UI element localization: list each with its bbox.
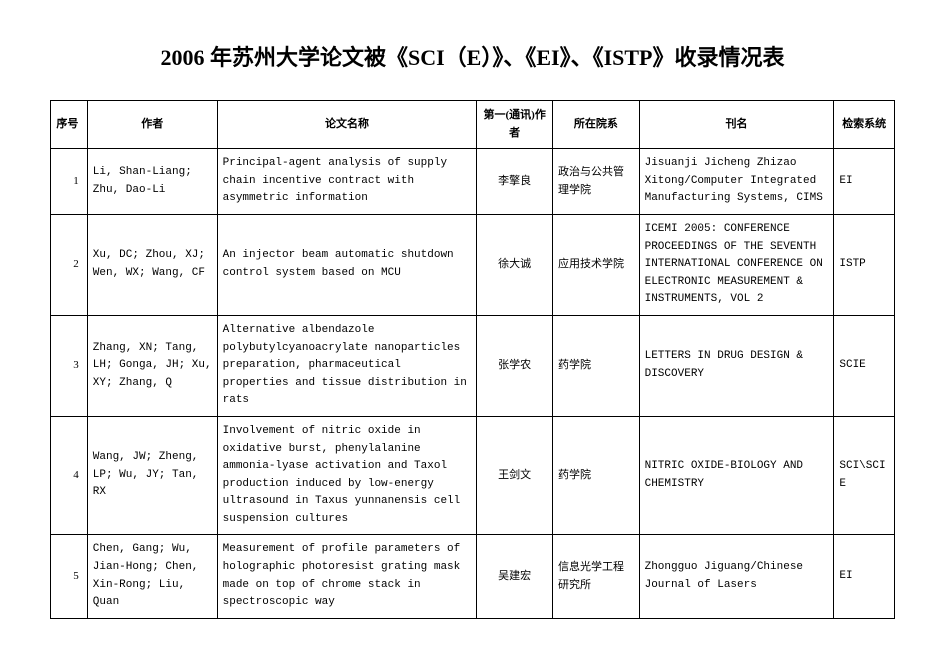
col-header-journal: 刊名 [639, 101, 834, 149]
cell-department: 药学院 [553, 315, 640, 416]
cell-authors: Li, Shan-Liang; Zhu, Dao-Li [87, 149, 217, 215]
col-header-index: 序号 [51, 101, 88, 149]
table-header-row: 序号 作者 论文名称 第一(通讯)作者 所在院系 刊名 检索系统 [51, 101, 895, 149]
cell-index: 4 [51, 416, 88, 535]
cell-first-author: 张学农 [477, 315, 553, 416]
cell-authors: Xu, DC; Zhou, XJ; Wen, WX; Wang, CF [87, 214, 217, 315]
cell-authors: Chen, Gang; Wu, Jian-Hong; Chen, Xin-Ron… [87, 535, 217, 618]
cell-department: 应用技术学院 [553, 214, 640, 315]
cell-authors: Wang, JW; Zheng, LP; Wu, JY; Tan, RX [87, 416, 217, 535]
cell-paper-title: Alternative albendazole polybutylcyanoac… [217, 315, 477, 416]
cell-journal: Jisuanji Jicheng Zhizao Xitong/Computer … [639, 149, 834, 215]
table-row: 5 Chen, Gang; Wu, Jian-Hong; Chen, Xin-R… [51, 535, 895, 618]
cell-journal: ICEMI 2005: CONFERENCE PROCEEDINGS OF TH… [639, 214, 834, 315]
cell-authors: Zhang, XN; Tang, LH; Gonga, JH; Xu, XY; … [87, 315, 217, 416]
table-row: 4 Wang, JW; Zheng, LP; Wu, JY; Tan, RX I… [51, 416, 895, 535]
cell-system: EI [834, 149, 895, 215]
cell-paper-title: An injector beam automatic shutdown cont… [217, 214, 477, 315]
cell-first-author: 李擎良 [477, 149, 553, 215]
page-title: 2006 年苏州大学论文被《SCI（E）》、《EI》、《ISTP》收录情况表 [50, 40, 895, 72]
cell-system: EI [834, 535, 895, 618]
cell-index: 2 [51, 214, 88, 315]
cell-department: 药学院 [553, 416, 640, 535]
col-header-title: 论文名称 [217, 101, 477, 149]
cell-index: 5 [51, 535, 88, 618]
cell-index: 1 [51, 149, 88, 215]
cell-system: SCIE [834, 315, 895, 416]
col-header-first-author: 第一(通讯)作者 [477, 101, 553, 149]
cell-first-author: 吴建宏 [477, 535, 553, 618]
cell-journal: LETTERS IN DRUG DESIGN & DISCOVERY [639, 315, 834, 416]
cell-system: SCI\SCIE [834, 416, 895, 535]
cell-system: ISTP [834, 214, 895, 315]
cell-department: 政治与公共管理学院 [553, 149, 640, 215]
table-row: 1 Li, Shan-Liang; Zhu, Dao-Li Principal-… [51, 149, 895, 215]
table-row: 3 Zhang, XN; Tang, LH; Gonga, JH; Xu, XY… [51, 315, 895, 416]
cell-paper-title: Measurement of profile parameters of hol… [217, 535, 477, 618]
col-header-dept: 所在院系 [553, 101, 640, 149]
cell-paper-title: Involvement of nitric oxide in oxidative… [217, 416, 477, 535]
cell-first-author: 王剑文 [477, 416, 553, 535]
cell-journal: Zhongguo Jiguang/Chinese Journal of Lase… [639, 535, 834, 618]
col-header-system: 检索系统 [834, 101, 895, 149]
cell-journal: NITRIC OXIDE-BIOLOGY AND CHEMISTRY [639, 416, 834, 535]
cell-index: 3 [51, 315, 88, 416]
cell-paper-title: Principal-agent analysis of supply chain… [217, 149, 477, 215]
table-row: 2 Xu, DC; Zhou, XJ; Wen, WX; Wang, CF An… [51, 214, 895, 315]
publications-table: 序号 作者 论文名称 第一(通讯)作者 所在院系 刊名 检索系统 1 Li, S… [50, 100, 895, 619]
cell-department: 信息光学工程研究所 [553, 535, 640, 618]
col-header-authors: 作者 [87, 101, 217, 149]
cell-first-author: 徐大诚 [477, 214, 553, 315]
